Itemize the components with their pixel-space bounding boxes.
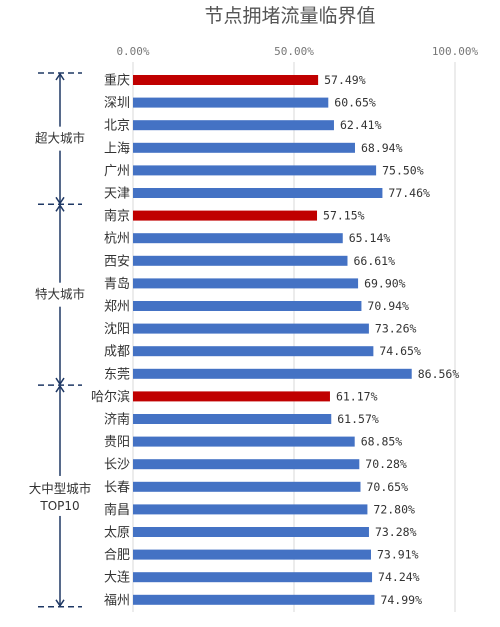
x-tick-label: 0.00% [116,45,149,58]
data-label: 69.90% [364,276,406,290]
bar [133,323,369,334]
bar [133,504,368,515]
bar [133,346,374,357]
bar [133,549,371,560]
bar [133,414,332,424]
data-label: 57.15% [323,209,365,223]
chart-title: 节点拥堵流量临界值 [204,5,375,27]
group-label: 特大城市 [35,287,85,302]
x-tick-label: 100.00% [432,45,479,58]
bracket-arrowhead [55,72,65,81]
data-label: 73.26% [375,322,417,336]
bar [133,368,412,379]
gridlines [132,62,456,612]
data-label: 70.28% [365,457,407,471]
group-label: 超大城市 [35,131,85,146]
bracket-arrowhead [55,203,65,212]
data-label: 62.41% [340,118,382,132]
bar [133,188,383,198]
data-label: 74.99% [380,593,422,607]
category-label: 深圳 [104,96,130,111]
x-axis-ticks: 0.00% 50.00% 100.00% [116,45,478,58]
bar [133,301,362,311]
category-label: 济南 [104,412,130,428]
group-sublabel: TOP10 [39,499,79,513]
bar [133,210,318,221]
data-label: 74.24% [378,570,420,584]
data-label: 57.49% [324,73,366,87]
category-label: 东莞 [104,367,130,382]
category-label: 南昌 [104,502,130,518]
category-label: 西安 [104,254,130,269]
data-label: 60.65% [334,96,376,110]
category-label: 南京 [104,208,130,224]
category-label: 青岛 [104,276,130,292]
category-labels: 重庆深圳北京上海广州天津南京杭州西安青岛郑州沈阳成都东莞哈尔滨济南贵阳长沙长春南… [91,73,130,609]
category-label: 贵阳 [104,435,130,450]
bar [133,594,375,605]
category-label: 广州 [104,164,130,179]
bracket-arrowhead [55,377,65,386]
data-label: 73.28% [375,525,417,539]
data-label: 72.80% [373,502,415,516]
category-label: 福州 [104,593,130,608]
data-label: 68.85% [361,435,403,449]
bracket-arrowhead [55,599,65,608]
bar [133,459,360,470]
bar [133,97,329,108]
data-label: 61.57% [337,412,379,426]
data-label: 75.50% [382,163,424,177]
category-label: 哈尔滨 [91,389,130,405]
bar [133,527,369,537]
data-label: 70.94% [367,299,409,313]
data-label: 61.17% [336,389,378,403]
group-label: 大中型城市 [29,481,92,496]
data-label: 86.56% [418,367,460,381]
category-label: 郑州 [104,300,130,315]
data-label: 74.65% [379,344,421,358]
bracket-arrowhead [55,384,65,393]
data-label: 66.61% [353,254,395,268]
category-label: 北京 [104,119,130,134]
data-label: 65.14% [349,231,391,245]
category-label: 长沙 [104,458,130,473]
category-label: 重庆 [104,73,130,89]
bar [133,233,343,244]
bar [133,572,373,583]
category-label: 大连 [104,570,130,586]
bars [133,75,412,605]
category-label: 天津 [104,187,130,202]
x-tick-label: 50.00% [274,45,314,58]
data-label: 73.91% [377,548,419,562]
category-label: 合肥 [104,548,130,563]
bar [133,142,355,153]
category-label: 成都 [104,345,130,360]
bar [133,391,330,402]
bar [133,278,359,289]
bar [133,436,355,447]
bar [133,165,377,176]
category-label: 沈阳 [104,322,130,337]
bar [133,255,348,266]
data-label: 70.65% [366,480,408,494]
bar [133,75,319,85]
bar [133,481,361,492]
category-label: 长春 [104,480,130,495]
bar [133,120,334,131]
category-label: 太原 [104,526,130,541]
category-label: 杭州 [104,232,130,247]
value-labels: 57.49% 60.65% 62.41% 68.94% 75.50% 77.46% 57.1… [323,73,459,607]
data-label: 68.94% [361,141,403,155]
category-label: 上海 [104,141,130,156]
data-label: 77.46% [388,186,430,200]
bracket-arrowhead [55,196,65,205]
